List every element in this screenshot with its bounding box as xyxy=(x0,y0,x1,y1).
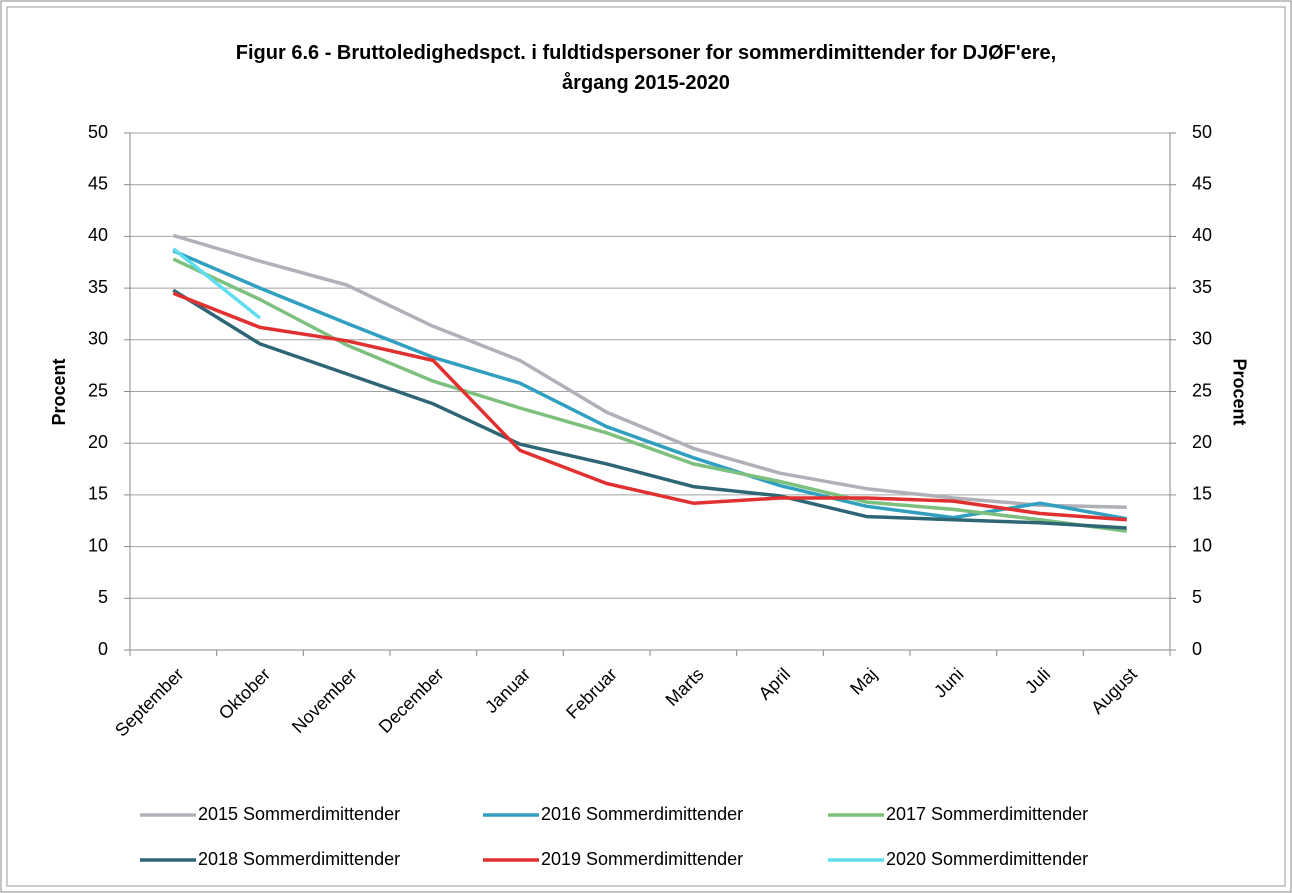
x-tick-label: Maj xyxy=(846,664,881,699)
series-line xyxy=(172,233,1127,510)
x-tick-label: November xyxy=(288,664,361,737)
x-tick-label: December xyxy=(375,664,448,737)
y-tick-label: 5 xyxy=(98,587,108,607)
y-tick-label: 25 xyxy=(88,380,108,400)
y2-tick-label: 30 xyxy=(1192,329,1212,349)
y2-axis-label: Procent xyxy=(1229,358,1249,425)
legend-label: 2018 Sommerdimittender xyxy=(198,849,400,869)
y2-tick-label: 5 xyxy=(1192,587,1202,607)
legend-label: 2019 Sommerdimittender xyxy=(541,849,743,869)
x-tick-label: April xyxy=(755,664,795,704)
y2-tick-label: 10 xyxy=(1192,535,1212,555)
y2-tick-label: 35 xyxy=(1192,277,1212,297)
y-tick-label: 35 xyxy=(88,277,108,297)
series-line xyxy=(172,249,1128,521)
y-tick-label: 50 xyxy=(88,122,108,142)
y2-tick-label: 40 xyxy=(1192,225,1212,245)
legend-label: 2015 Sommerdimittender xyxy=(198,804,400,824)
y-tick-label: 40 xyxy=(88,225,108,245)
series-line xyxy=(172,257,1127,533)
y-tick-label: 10 xyxy=(88,535,108,555)
x-tick-label: August xyxy=(1087,664,1141,718)
y-tick-label: 0 xyxy=(98,639,108,659)
y-tick-label: 15 xyxy=(88,484,108,504)
y-tick-label: 20 xyxy=(88,432,108,452)
legend-label: 2017 Sommerdimittender xyxy=(886,804,1088,824)
x-tick-label: Oktober xyxy=(215,664,274,723)
x-tick-label: Juni xyxy=(930,664,967,701)
y2-tick-label: 0 xyxy=(1192,639,1202,659)
x-tick-label: Marts xyxy=(662,664,708,710)
series-line xyxy=(172,247,262,320)
y2-tick-label: 20 xyxy=(1192,432,1212,452)
legend-label: 2020 Sommerdimittender xyxy=(886,849,1088,869)
y2-tick-label: 45 xyxy=(1192,173,1212,193)
series-line xyxy=(172,288,1127,530)
chart-title: Figur 6.6 - Bruttoledighedspct. i fuldti… xyxy=(235,42,1057,94)
x-tick-label: Januar xyxy=(481,664,534,717)
y-tick-label: 45 xyxy=(88,173,108,193)
y-axis-label: Procent xyxy=(49,358,69,425)
series-line xyxy=(172,291,1127,522)
y2-tick-label: 25 xyxy=(1192,380,1212,400)
chart-area xyxy=(6,6,1286,887)
legend-label: 2016 Sommerdimittender xyxy=(541,804,743,824)
x-tick-label: Juli xyxy=(1021,664,1054,697)
y-tick-label: 30 xyxy=(88,329,108,349)
y2-tick-label: 15 xyxy=(1192,484,1212,504)
y2-tick-label: 50 xyxy=(1192,122,1212,142)
x-tick-label: Februar xyxy=(562,664,621,723)
x-tick-label: September xyxy=(111,664,187,740)
